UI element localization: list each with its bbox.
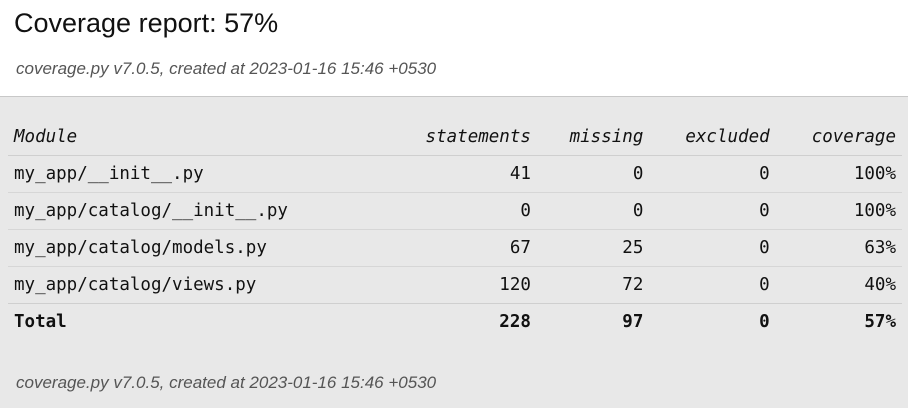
table-row: my_app/__init__.py 41 0 0 100% — [8, 155, 902, 193]
excluded-cell: 0 — [759, 275, 770, 295]
module-link[interactable]: my_app/catalog/models.py — [8, 229, 383, 267]
missing-cell: 72 — [622, 275, 644, 295]
column-header-statements[interactable]: statements — [383, 119, 537, 156]
excluded-cell: 0 — [649, 192, 776, 230]
total-statements: 228 — [383, 303, 537, 340]
created-info: coverage.py v7.0.5, created at 2023-01-1… — [16, 59, 437, 78]
page-title: Coverage report: 57% — [14, 8, 279, 38]
total-excluded: 0 — [649, 303, 776, 340]
excluded-cell: 0 — [649, 155, 776, 193]
column-header-module[interactable]: Module — [8, 119, 383, 156]
total-coverage: 57% — [775, 303, 902, 340]
module-link[interactable]: my_app/catalog/__init__.py — [8, 192, 383, 230]
missing-cell: 0 — [536, 155, 650, 193]
table-header-row: Module statements missing excluded cover… — [8, 119, 902, 156]
statements-cell: 0 — [383, 192, 537, 230]
missing-cell: 25 — [536, 229, 650, 267]
coverage-cell: 100% — [775, 155, 902, 193]
statements-cell: 41 — [383, 155, 537, 193]
statements-cell: 120 — [499, 275, 531, 295]
coverage-cell: 100% — [775, 192, 902, 230]
statements-cell: 67 — [383, 229, 537, 267]
coverage-table: Module statements missing excluded cover… — [8, 119, 902, 340]
coverage-cell: 40% — [864, 275, 896, 295]
coverage-cell: 63% — [775, 229, 902, 267]
missing-cell: 0 — [536, 192, 650, 230]
total-missing: 97 — [536, 303, 650, 340]
table-row: my_app/catalog/views.py 120 72 0 40% — [8, 267, 902, 304]
module-link[interactable]: my_app/__init__.py — [8, 155, 383, 193]
excluded-cell: 0 — [649, 229, 776, 267]
total-row: Total 228 97 0 57% — [8, 303, 902, 340]
column-header-coverage[interactable]: coverage — [775, 119, 902, 156]
report-header: Coverage report: 57% coverage.py v7.0.5,… — [0, 0, 908, 97]
report-content: Module statements missing excluded cover… — [0, 97, 908, 408]
column-header-excluded[interactable]: excluded — [649, 119, 776, 156]
column-header-missing[interactable]: missing — [536, 119, 650, 156]
module-link[interactable]: my_app/catalog/views.py — [14, 275, 257, 295]
table-row: my_app/catalog/models.py 67 25 0 63% — [8, 229, 902, 267]
total-label: Total — [8, 303, 383, 340]
footer-created-info: coverage.py v7.0.5, created at 2023-01-1… — [16, 373, 437, 392]
table-row: my_app/catalog/__init__.py 0 0 0 100% — [8, 192, 902, 230]
